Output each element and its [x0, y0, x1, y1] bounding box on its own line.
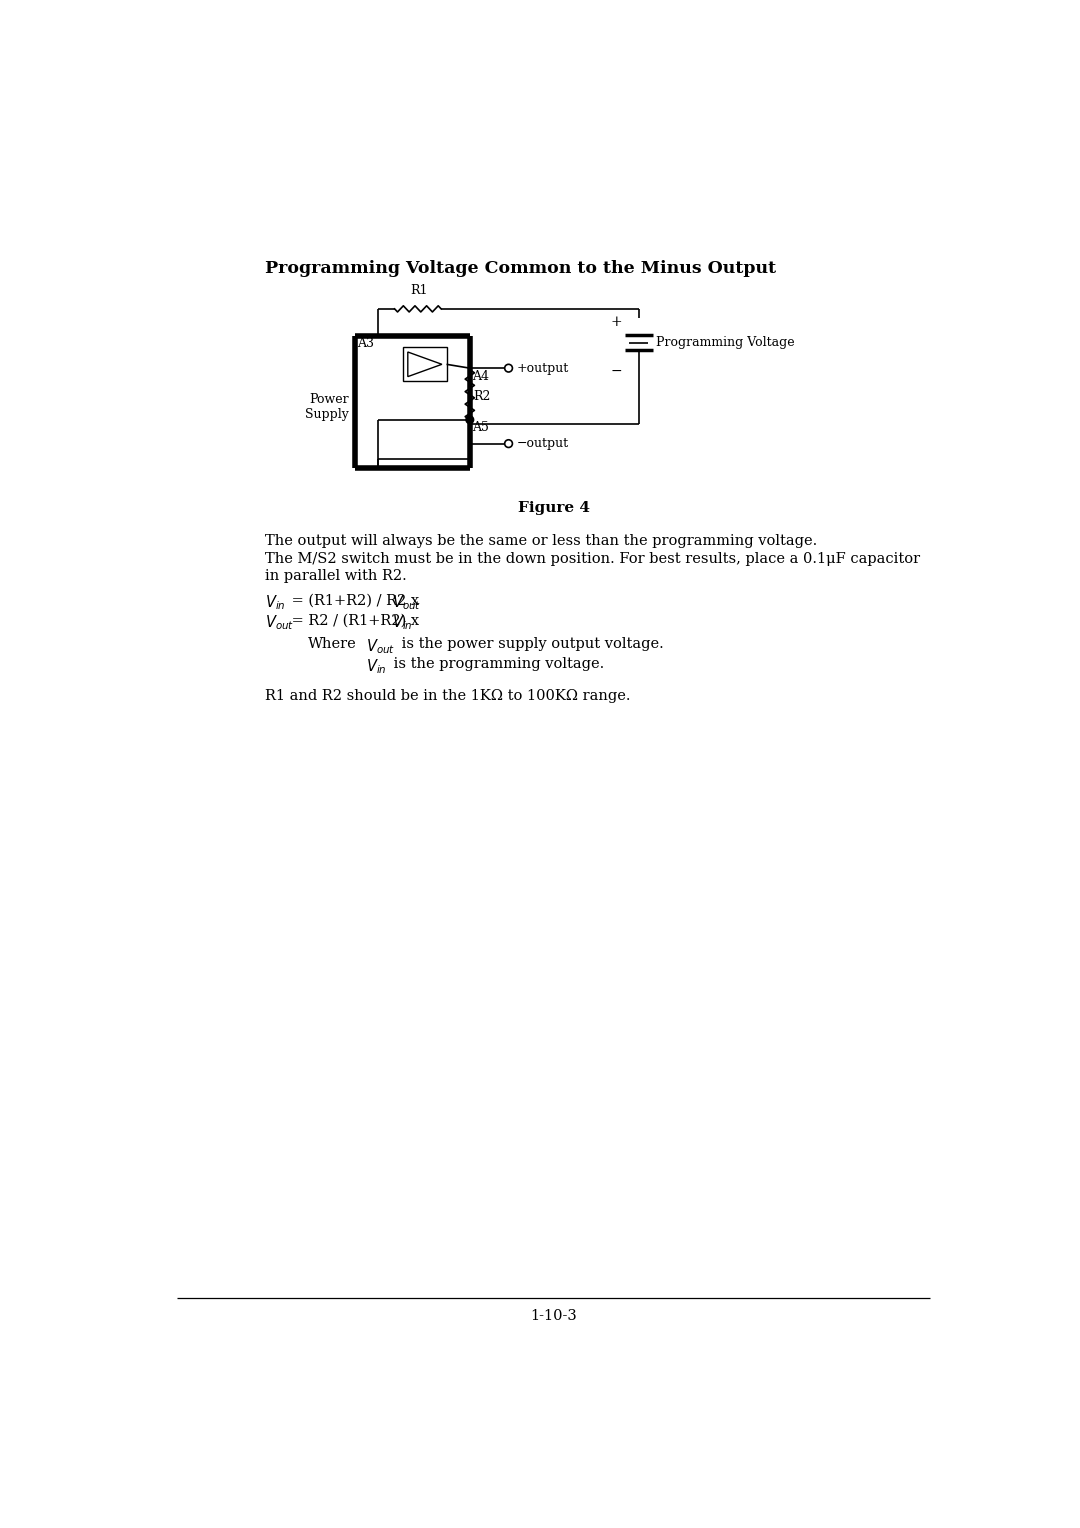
Text: +output: +output	[516, 362, 568, 374]
Text: in parallel with R2.: in parallel with R2.	[266, 568, 407, 584]
Text: Programming Voltage: Programming Voltage	[656, 336, 795, 350]
Text: $V_{out}$: $V_{out}$	[366, 637, 395, 656]
Text: = (R1+R2) / R2 x: = (R1+R2) / R2 x	[287, 594, 423, 608]
Text: $V_{in}$: $V_{in}$	[266, 594, 286, 613]
Text: is the power supply output voltage.: is the power supply output voltage.	[397, 637, 664, 651]
Text: Where: Where	[308, 637, 356, 651]
Text: R1 and R2 should be in the 1KΩ to 100KΩ range.: R1 and R2 should be in the 1KΩ to 100KΩ …	[266, 689, 631, 703]
Text: −output: −output	[516, 437, 568, 451]
Text: +: +	[610, 315, 622, 329]
Text: Programming Voltage Common to the Minus Output: Programming Voltage Common to the Minus …	[266, 260, 777, 278]
Text: = R2 / (R1+R2) x: = R2 / (R1+R2) x	[287, 614, 423, 628]
Text: $V_{out}$: $V_{out}$	[266, 614, 294, 633]
Text: The M/S2 switch must be in the down position. For best results, place a 0.1μF ca: The M/S2 switch must be in the down posi…	[266, 552, 920, 567]
Text: A5: A5	[472, 420, 489, 434]
Text: Power
Supply: Power Supply	[305, 393, 349, 420]
Text: is the programming voltage.: is the programming voltage.	[389, 657, 605, 671]
Text: 1-10-3: 1-10-3	[530, 1309, 577, 1323]
Bar	[403, 347, 447, 382]
Text: The output will always be the same or less than the programming voltage.: The output will always be the same or le…	[266, 533, 818, 547]
Text: −: −	[610, 364, 622, 379]
Text: $V_{in}$: $V_{in}$	[366, 657, 387, 675]
Text: A4: A4	[472, 370, 489, 382]
Text: R2: R2	[473, 390, 490, 403]
Text: R1: R1	[410, 284, 428, 296]
Text: Figure 4: Figure 4	[517, 501, 590, 515]
Text: A3: A3	[356, 338, 374, 350]
Text: $V_{out}$: $V_{out}$	[392, 594, 420, 613]
Text: $V_{in}$: $V_{in}$	[392, 614, 413, 633]
Circle shape	[465, 416, 474, 423]
